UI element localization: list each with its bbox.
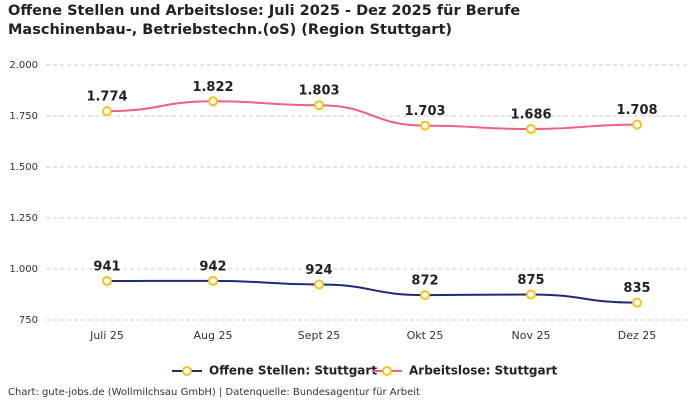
data-label: 1.703	[404, 104, 445, 119]
point	[526, 289, 536, 300]
legend-marker	[182, 366, 192, 376]
point	[208, 96, 218, 107]
y-tick-label: 1.500	[9, 162, 38, 173]
x-tick-label: Nov 25	[512, 329, 551, 342]
point	[314, 100, 324, 111]
data-label: 1.774	[86, 90, 127, 105]
data-label: 1.708	[616, 103, 657, 118]
data-label: 942	[199, 259, 226, 274]
point	[632, 119, 642, 130]
point	[632, 297, 642, 308]
data-label: 924	[305, 263, 332, 278]
point	[420, 120, 430, 131]
y-tick-label: 1.000	[9, 264, 38, 275]
point	[102, 276, 112, 287]
data-label: 872	[411, 274, 438, 289]
point	[314, 279, 324, 290]
series-line	[106, 279, 638, 304]
data-label: 1.822	[192, 80, 233, 95]
data-label: 1.686	[510, 108, 551, 123]
data-label: 1.803	[298, 84, 339, 99]
point	[102, 106, 112, 117]
y-tick-label: 1.250	[9, 213, 38, 224]
x-tick-label: Okt 25	[407, 329, 444, 342]
legend-label: Arbeitslose: Stuttgart	[409, 364, 558, 378]
data-label: 941	[93, 260, 120, 275]
point	[526, 124, 536, 135]
x-tick-label: Aug 25	[194, 329, 233, 342]
data-label: 835	[623, 281, 650, 296]
series-line	[106, 100, 638, 131]
y-tick-label: 750	[19, 315, 38, 326]
point	[208, 275, 218, 286]
point	[420, 290, 430, 301]
x-tick-label: Juli 25	[89, 329, 124, 342]
y-tick-label: 2.000	[9, 60, 38, 71]
legend-label: Offene Stellen: Stuttgart	[209, 364, 377, 378]
y-tick-label: 1.750	[9, 111, 38, 122]
data-label: 875	[517, 273, 544, 288]
legend-marker	[382, 366, 392, 376]
x-tick-label: Sept 25	[298, 329, 341, 342]
source: Chart: gute-jobs.de (Wollmilchsau GmbH) …	[8, 387, 420, 398]
chart-title: Offene Stellen und Arbeitslose: Juli 202…	[8, 3, 521, 38]
x-tick-label: Dez 25	[618, 329, 657, 342]
